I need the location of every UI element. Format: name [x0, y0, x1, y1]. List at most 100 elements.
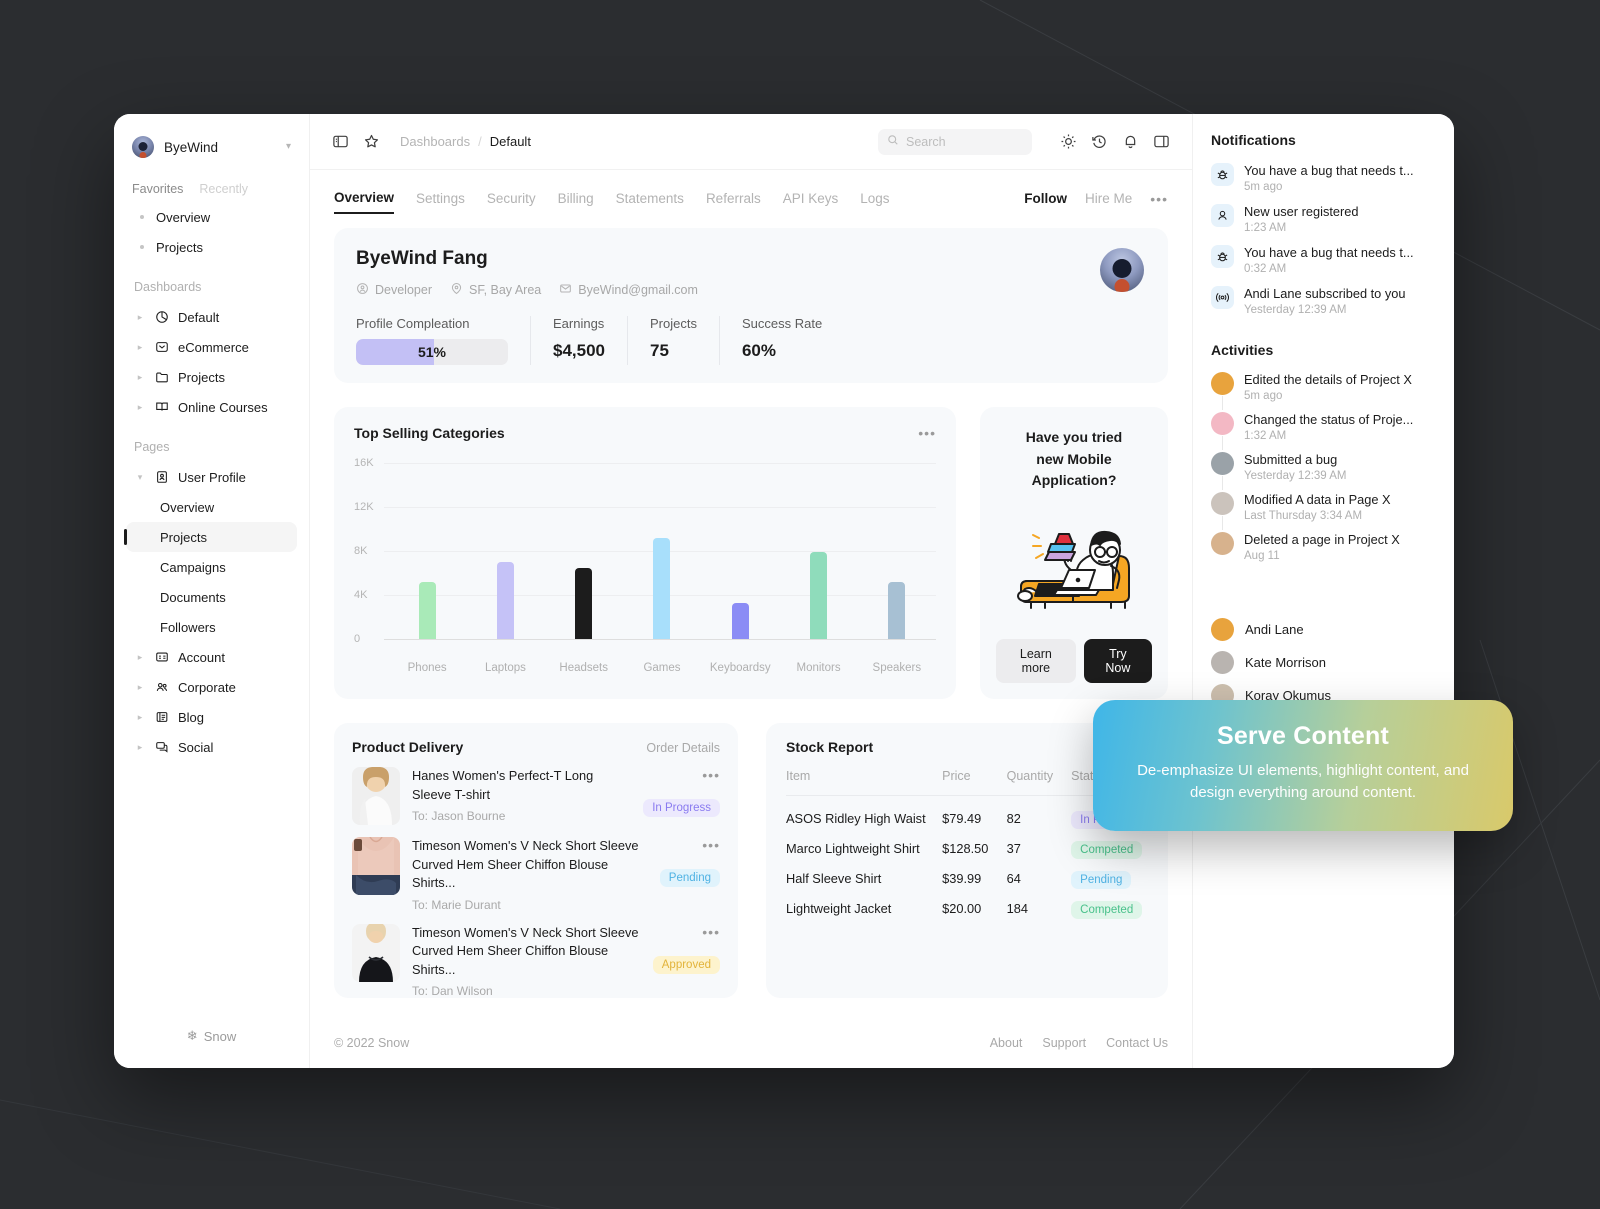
brand-name: ByeWind: [164, 139, 219, 155]
sidebar-toggle-icon[interactable]: [332, 133, 349, 150]
chart-bar[interactable]: [810, 552, 828, 639]
sidebar-item-up-followers[interactable]: Followers: [126, 612, 297, 642]
activity-item[interactable]: Submitted a bug Yesterday 12:39 AM: [1211, 442, 1438, 490]
contact-item[interactable]: Andi Lane: [1211, 608, 1438, 641]
sidebar-item-corporate[interactable]: ▸ Corporate: [126, 672, 297, 702]
star-icon[interactable]: [363, 133, 380, 150]
activity-item[interactable]: Deleted a page in Project X Aug 11: [1211, 522, 1438, 562]
chevron-right-icon[interactable]: ▸: [137, 371, 143, 382]
sidebar-item-projects-dash[interactable]: ▸ Projects: [126, 362, 297, 392]
sidebar-item-up-campaigns[interactable]: Campaigns: [126, 552, 297, 582]
history-icon[interactable]: [1091, 133, 1108, 150]
sidebar-item-user-profile[interactable]: ▾ User Profile: [126, 462, 297, 492]
contact-item[interactable]: Kate Morrison: [1211, 641, 1438, 674]
activity-item[interactable]: Modified A data in Page X Last Thursday …: [1211, 482, 1438, 530]
chevron-right-icon[interactable]: ▸: [137, 651, 143, 662]
brand-account-switcher[interactable]: ByeWind ▾: [126, 132, 297, 158]
stat-earnings: Earnings $4,500: [530, 316, 627, 365]
sidebar-item-default[interactable]: ▸ Default: [126, 302, 297, 332]
more-options-icon[interactable]: •••: [1150, 190, 1168, 207]
sidebar-item-account[interactable]: ▸ Account: [126, 642, 297, 672]
notification-item[interactable]: You have a bug that needs t... 0:32 AM: [1211, 234, 1438, 275]
tab-security[interactable]: Security: [486, 191, 536, 206]
list-item[interactable]: Timeson Women's V Neck Short Sleeve Curv…: [352, 825, 720, 912]
table-row[interactable]: Lightweight Jacket $20.00 184 Competed: [786, 886, 1148, 920]
sidebar-item-up-documents[interactable]: Documents: [126, 582, 297, 612]
search-input[interactable]: [906, 134, 1023, 149]
list-item[interactable]: Hanes Women's Perfect-T Long Sleeve T-sh…: [352, 755, 720, 826]
chevron-down-icon[interactable]: ▾: [137, 471, 143, 482]
footer-link-contact[interactable]: Contact Us: [1106, 1036, 1168, 1050]
search-box[interactable]: [878, 128, 1032, 155]
chart-header: Top Selling Categories •••: [354, 425, 936, 441]
learn-more-button[interactable]: Learn more: [996, 639, 1076, 684]
bell-icon[interactable]: [1122, 133, 1139, 150]
chevron-right-icon[interactable]: ▸: [137, 711, 143, 722]
sidebar-tab-recently[interactable]: Recently: [199, 182, 249, 196]
chart-bar[interactable]: [888, 581, 906, 639]
activity-item[interactable]: Edited the details of Project X 5m ago: [1211, 362, 1438, 410]
tab-statements[interactable]: Statements: [615, 191, 684, 206]
sidebar-tabs: Favorites Recently: [126, 158, 297, 200]
sidebar-item-projects[interactable]: Projects: [126, 232, 297, 262]
sidebar-item-up-overview[interactable]: Overview: [126, 492, 297, 522]
order-details-link[interactable]: Order Details: [646, 741, 720, 756]
sidebar-item-blog[interactable]: ▸ Blog: [126, 702, 297, 732]
sidebar-item-label: Corporate: [178, 679, 236, 695]
sun-icon[interactable]: [1060, 133, 1077, 150]
row-more-icon[interactable]: •••: [702, 923, 720, 940]
try-now-button[interactable]: Try Now: [1083, 639, 1152, 684]
chevron-right-icon[interactable]: ▸: [137, 401, 143, 412]
right-panel-toggle-icon[interactable]: [1153, 133, 1170, 150]
tab-logs[interactable]: Logs: [860, 191, 890, 206]
row-more-icon[interactable]: •••: [702, 837, 720, 854]
row-more-icon[interactable]: •••: [702, 767, 720, 784]
avatar: [1211, 492, 1234, 515]
chevron-right-icon[interactable]: ▸: [137, 341, 143, 352]
sidebar-item-ecommerce[interactable]: ▸ eCommerce: [126, 332, 297, 362]
list-item-body: Hanes Women's Perfect-T Long Sleeve T-sh…: [412, 767, 631, 823]
notification-item[interactable]: New user registered 1:23 AM: [1211, 193, 1438, 234]
list-item[interactable]: Timeson Women's V Neck Short Sleeve Curv…: [352, 912, 720, 998]
table-row[interactable]: Marco Lightweight Shirt $128.50 37 Compe…: [786, 826, 1148, 860]
row-tables: Product Delivery Order Details: [334, 723, 1168, 999]
cell-price: $39.99: [942, 871, 982, 887]
tab-overview[interactable]: Overview: [334, 190, 395, 214]
follow-button[interactable]: Follow: [1024, 191, 1068, 206]
notification-item[interactable]: You have a bug that needs t... 5m ago: [1211, 152, 1438, 193]
chart-more-icon[interactable]: •••: [918, 425, 936, 441]
activity-item[interactable]: Changed the status of Proje... 1:32 AM: [1211, 402, 1438, 450]
chevron-down-icon[interactable]: ▾: [285, 141, 291, 152]
tab-billing[interactable]: Billing: [557, 191, 594, 206]
profile-meta: Developer SF, Bay Area: [356, 282, 1146, 298]
profile-avatar: [1100, 248, 1144, 292]
chevron-right-icon[interactable]: ▸: [137, 681, 143, 692]
chart-bar[interactable]: [731, 602, 749, 639]
table-row[interactable]: Half Sleeve Shirt $39.99 64 Pending: [786, 856, 1148, 890]
chart-bar[interactable]: [418, 581, 436, 639]
notification-item[interactable]: Andi Lane subscribed to you Yesterday 12…: [1211, 275, 1438, 316]
sidebar-item-label: Projects: [178, 369, 225, 385]
sidebar-item-up-projects[interactable]: Projects: [124, 522, 297, 552]
promo-line1: Have you tried: [1025, 429, 1123, 445]
sidebar-item-overview[interactable]: Overview: [126, 202, 297, 232]
chevron-right-icon[interactable]: ▸: [137, 311, 143, 322]
breadcrumb-parent[interactable]: Dashboards: [400, 134, 471, 149]
sidebar-tab-favorites[interactable]: Favorites: [132, 182, 184, 196]
footer-link-about[interactable]: About: [989, 1036, 1023, 1050]
chart-bar[interactable]: [496, 562, 514, 639]
hire-me-button[interactable]: Hire Me: [1085, 191, 1133, 206]
product-thumbnail: [352, 767, 400, 826]
breadcrumb-current[interactable]: Default: [489, 134, 531, 149]
chart-bar[interactable]: [653, 537, 671, 639]
chevron-right-icon[interactable]: ▸: [137, 741, 143, 752]
footer-link-support[interactable]: Support: [1042, 1036, 1087, 1050]
sidebar-item-label: Default: [178, 309, 220, 325]
tab-referrals[interactable]: Referrals: [705, 191, 761, 206]
tab-api-keys[interactable]: API Keys: [782, 191, 839, 206]
tab-settings[interactable]: Settings: [416, 191, 465, 206]
chart-bar[interactable]: [575, 567, 593, 639]
sidebar-item-online-courses[interactable]: ▸ Online Courses: [126, 392, 297, 422]
sidebar-item-social[interactable]: ▸ Social: [126, 732, 297, 762]
stock-title: Stock Report: [786, 739, 874, 756]
